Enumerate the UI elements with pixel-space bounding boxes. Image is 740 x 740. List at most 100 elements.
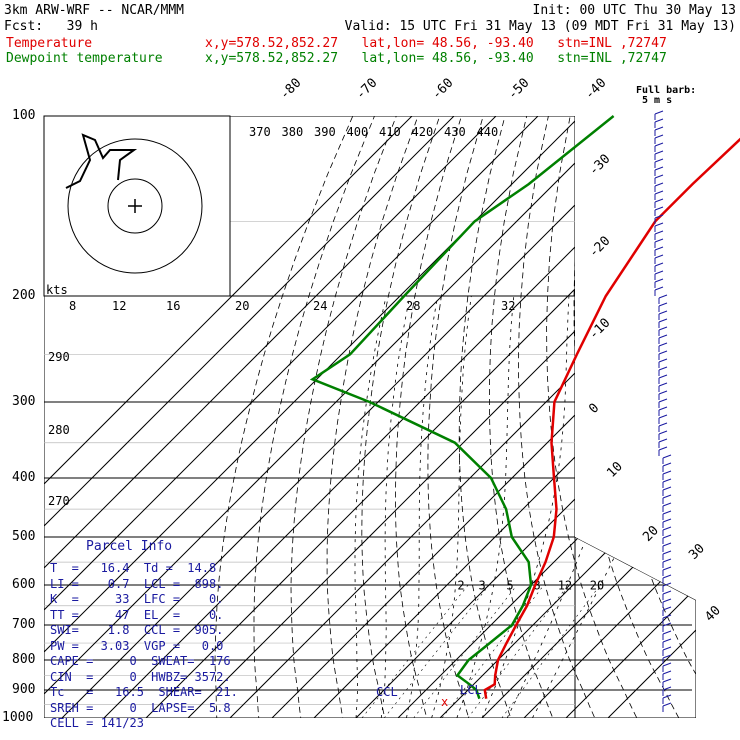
wind-barb-flag bbox=[658, 294, 668, 299]
profiles: x bbox=[309, 115, 740, 709]
temperature-tick: 10 bbox=[604, 459, 626, 481]
moist-adiabat bbox=[380, 295, 411, 718]
wind-barb-flag bbox=[654, 222, 664, 227]
plot-frame bbox=[44, 116, 576, 718]
lcl-label: LCL bbox=[460, 683, 482, 697]
temperature-tick: -40 bbox=[582, 76, 609, 103]
wind-barb-flag bbox=[658, 350, 668, 355]
wind-barb-flag bbox=[662, 630, 672, 635]
wind-barb-flag bbox=[654, 182, 664, 187]
pressure-label: 300 bbox=[12, 394, 36, 409]
wind-barb-flag bbox=[662, 702, 672, 707]
wind-barb-flag bbox=[662, 502, 672, 507]
wind-barb-flag bbox=[658, 342, 668, 347]
wind-barb-flag bbox=[662, 558, 672, 563]
parcel-row: SWI= 1.8 CCL = 905. bbox=[50, 623, 224, 637]
parcel-row: K = 33 LFC = 0. bbox=[50, 592, 224, 606]
mixing-ratio-label: 20 bbox=[590, 579, 604, 593]
wind-barb-flag bbox=[654, 190, 664, 195]
temperature-tick: 0 bbox=[586, 401, 602, 417]
wind-barb-flag bbox=[654, 230, 664, 235]
wind-barb-flag bbox=[654, 246, 664, 251]
wind-barb-flag bbox=[654, 238, 664, 243]
isotherm bbox=[44, 116, 581, 718]
wind-barb-flag bbox=[662, 470, 672, 475]
dry-adiabat bbox=[326, 116, 419, 718]
parcel-row: CAPE = 0 SWEAT= 176 bbox=[50, 654, 231, 668]
dry-adiabat bbox=[214, 116, 354, 718]
pressure-label: 900 bbox=[12, 682, 36, 697]
wind-barb-flag bbox=[662, 638, 672, 643]
init-time: Init: 00 UTC Thu 30 May 13 bbox=[532, 3, 737, 18]
temperature-tick: -10 bbox=[586, 316, 613, 343]
wind-barb-flag bbox=[662, 526, 672, 531]
forecast-hour: Fcst: 39 h bbox=[4, 19, 98, 34]
hodo-trace bbox=[65, 133, 138, 189]
wind-barb-flag bbox=[658, 438, 668, 443]
wind-barb-flag bbox=[654, 206, 664, 211]
wind-barb-flag bbox=[654, 166, 664, 171]
wind-barb-flag bbox=[662, 670, 672, 675]
theta-label: 270 bbox=[48, 494, 70, 508]
wind-barb-flag bbox=[662, 550, 672, 555]
theta-e-label: 440 bbox=[477, 125, 499, 139]
wind-barb-flag bbox=[654, 150, 664, 155]
temperature-tick: -60 bbox=[429, 76, 456, 103]
mixing-ratio-line bbox=[383, 584, 490, 718]
wind-barb-flag bbox=[654, 134, 664, 139]
theta-e-label: 370 bbox=[249, 125, 271, 139]
wind-barb-flag bbox=[654, 262, 664, 267]
moist-adiabat bbox=[406, 295, 438, 718]
wind-barb-flag bbox=[658, 302, 668, 307]
mixing-ratio-line bbox=[467, 584, 569, 718]
temperature-profile bbox=[483, 137, 740, 699]
temperature-legend: Temperature bbox=[6, 36, 93, 51]
temperature-tick: -30 bbox=[586, 152, 613, 179]
parcel-info-title: Parcel Info bbox=[86, 539, 173, 554]
wind-barb-flag bbox=[662, 678, 672, 683]
moist-adiabat bbox=[506, 295, 641, 718]
wind-barb-flag bbox=[658, 318, 668, 323]
parcel-row: Tc = 16.5 SHEAR= 21. bbox=[50, 685, 238, 699]
temperature-tick: -70 bbox=[353, 76, 380, 103]
wind-barb-flag bbox=[654, 158, 664, 163]
wind-barb-flag bbox=[662, 510, 672, 515]
isotherm bbox=[229, 116, 696, 718]
hodo-speed-label: 8 bbox=[69, 299, 76, 313]
mixing-ratio-label: 12 bbox=[558, 579, 572, 593]
wind-barb-flag bbox=[662, 622, 672, 627]
wind-barb-flag bbox=[662, 494, 672, 499]
wind-barb-flag bbox=[662, 486, 672, 491]
temperature-tick: 30 bbox=[686, 541, 708, 563]
isotherm bbox=[187, 116, 696, 718]
wind-barb-flag bbox=[658, 430, 668, 435]
model-title: 3km ARW-WRF -- NCAR/MMM bbox=[4, 3, 185, 18]
wind-barbs bbox=[654, 110, 672, 712]
hodo-speed-label: 12 bbox=[112, 299, 126, 313]
isotherm bbox=[271, 116, 696, 718]
temperature-tick: -20 bbox=[586, 234, 613, 261]
isotherm bbox=[44, 116, 413, 718]
wind-barb-flag bbox=[662, 654, 672, 659]
moist-adiabat bbox=[354, 295, 387, 718]
wind-barb-flag bbox=[662, 534, 672, 539]
wind-barb-flag bbox=[662, 614, 672, 619]
hodo-speed-label: 16 bbox=[166, 299, 180, 313]
dry-adiabat bbox=[458, 116, 529, 718]
pressure-label: 1000 bbox=[2, 710, 34, 725]
moist-adiabat bbox=[431, 295, 472, 718]
hodo-ring-inner bbox=[107, 178, 163, 234]
hodo-ring-outer bbox=[67, 138, 203, 274]
dry-adiabat bbox=[573, 116, 696, 718]
lower-frame bbox=[574, 480, 696, 718]
wind-barb-flag bbox=[662, 662, 672, 667]
parcel-row: TT = 47 EL = 0. bbox=[50, 607, 224, 622]
parcel-row: PW = 3.03 VGP = 0.0 bbox=[50, 638, 224, 653]
wind-barb-flag bbox=[658, 390, 668, 395]
dry-adiabat bbox=[489, 116, 572, 718]
wind-barb-flag bbox=[658, 310, 668, 315]
pressure-label: 500 bbox=[12, 529, 36, 544]
parcel-row: CIN = 0 HWBZ= 3572. bbox=[50, 669, 231, 684]
dewpoint-profile bbox=[309, 115, 615, 700]
temperature-tick: 40 bbox=[702, 603, 724, 625]
